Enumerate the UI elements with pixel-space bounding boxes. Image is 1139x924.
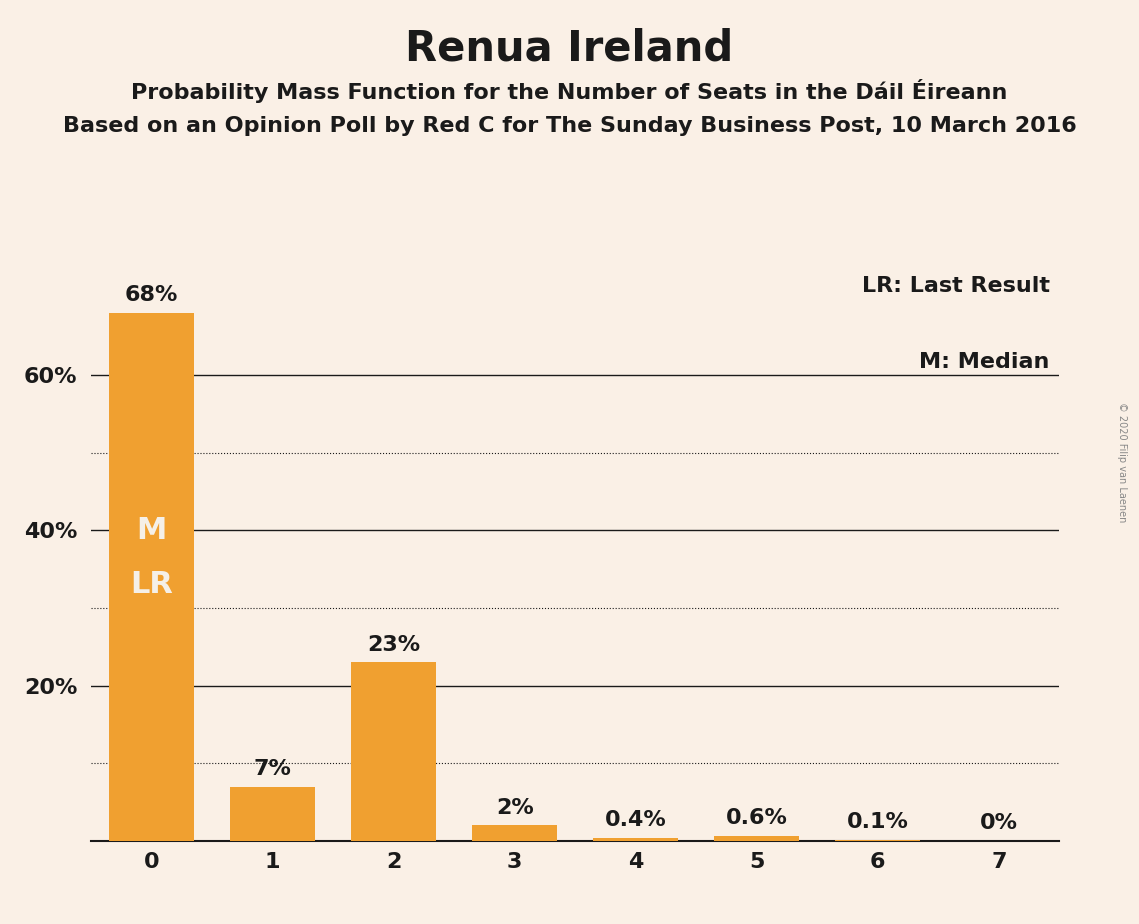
Bar <box>473 825 557 841</box>
Bar <box>109 313 194 841</box>
Text: 2%: 2% <box>495 797 533 818</box>
Text: Renua Ireland: Renua Ireland <box>405 28 734 69</box>
Text: Probability Mass Function for the Number of Seats in the Dáil Éireann: Probability Mass Function for the Number… <box>131 79 1008 103</box>
Text: 68%: 68% <box>125 286 179 305</box>
Text: 0.4%: 0.4% <box>605 810 666 830</box>
Text: M: M <box>137 516 166 545</box>
Text: LR: LR <box>130 570 173 599</box>
Text: 0.6%: 0.6% <box>726 808 788 829</box>
Bar <box>230 786 316 841</box>
Text: 0.1%: 0.1% <box>846 812 909 833</box>
Bar <box>351 663 436 841</box>
Text: 0%: 0% <box>980 813 1018 833</box>
Bar <box>593 838 678 841</box>
Text: M: Median: M: Median <box>919 352 1049 371</box>
Text: LR: Last Result: LR: Last Result <box>861 276 1049 297</box>
Bar <box>714 836 800 841</box>
Text: Based on an Opinion Poll by Red C for The Sunday Business Post, 10 March 2016: Based on an Opinion Poll by Red C for Th… <box>63 116 1076 136</box>
Text: 7%: 7% <box>254 759 292 779</box>
Text: © 2020 Filip van Laenen: © 2020 Filip van Laenen <box>1117 402 1126 522</box>
Text: 23%: 23% <box>367 635 420 654</box>
